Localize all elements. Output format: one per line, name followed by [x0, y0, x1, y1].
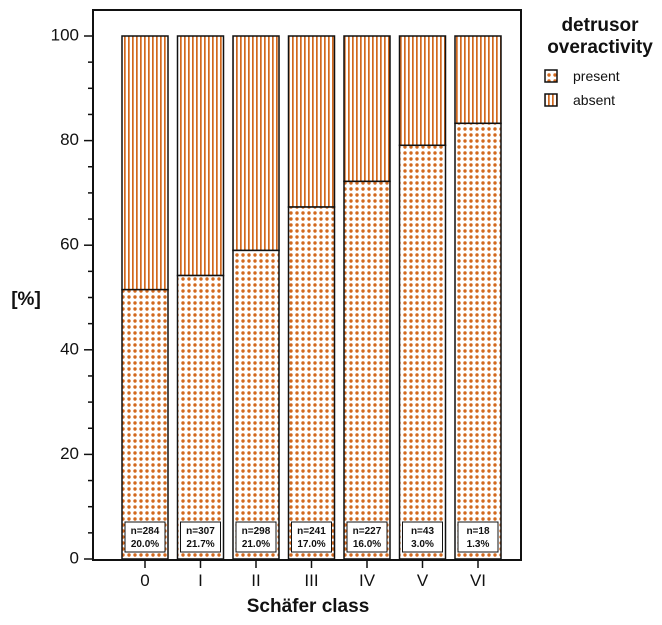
- bar-present-III: [287, 206, 336, 560]
- x-tick-label-I: I: [198, 571, 203, 590]
- bar-absent-VI: [454, 35, 502, 125]
- annotation-n-II: n=298: [242, 526, 271, 537]
- annotation-n-IV: n=227: [353, 526, 382, 537]
- annotation-pct-VI: 1.3%: [467, 539, 490, 550]
- annotation-n-VI: n=18: [466, 526, 490, 537]
- annotation-n-III: n=241: [297, 526, 326, 537]
- annotation-box-IV: [346, 521, 388, 553]
- annotation-n-I: n=307: [186, 526, 215, 537]
- y-axis-title: [%]: [11, 289, 41, 310]
- y-axis: 0 20 40 60 80 100: [51, 25, 93, 567]
- bars-group: n=284 20.0% n=307 21.7% n=298 21.0% n=241 17.0%…: [121, 35, 502, 560]
- bar-absent-0: [121, 35, 169, 291]
- annotation-pct-V: 3.0%: [411, 539, 434, 550]
- x-axis-title: Schäfer class: [247, 596, 370, 617]
- x-tick-label-III: III: [304, 571, 318, 590]
- x-tick-label-II: II: [251, 571, 260, 590]
- y-tick-label: 60: [60, 235, 79, 254]
- y-tick-label: 0: [70, 548, 79, 567]
- annotation-pct-I: 21.7%: [186, 539, 214, 550]
- annotation-box-V: [402, 521, 443, 553]
- bar-absent-IV: [343, 35, 391, 183]
- annotation-pct-II: 21.0%: [242, 539, 270, 550]
- annotation-box-III: [291, 521, 332, 553]
- x-tick-label-V: V: [417, 571, 429, 590]
- plot-frame: [92, 9, 522, 561]
- legend-swatch-present: [544, 69, 558, 83]
- legend-title-line-1: detrusor: [561, 15, 639, 36]
- bar-present-0: [121, 288, 169, 560]
- bar-absent-II: [232, 35, 280, 252]
- bar-absent-V: [398, 35, 447, 147]
- x-tick-label-VI: VI: [470, 571, 486, 590]
- annotation-n-V: n=43: [411, 526, 435, 537]
- plot-border: [92, 9, 522, 561]
- y-tick-label: 80: [60, 130, 79, 149]
- annotation-box-I: [180, 521, 221, 553]
- legend-swatch-absent: [544, 93, 558, 107]
- bar-present-VI: [454, 122, 502, 560]
- y-tick-label: 100: [51, 25, 79, 44]
- y-tick-label: 40: [60, 339, 79, 358]
- bar-present-II: [232, 249, 280, 560]
- legend-label-absent: absent: [573, 92, 615, 108]
- bar-present-I: [176, 274, 225, 560]
- bar-present-IV: [343, 180, 391, 560]
- legend: detrusor overactivity present absent: [544, 15, 653, 108]
- x-tick-label-0: 0: [140, 571, 149, 590]
- bar-absent-I: [176, 35, 225, 277]
- annotation-pct-III: 17.0%: [297, 539, 325, 550]
- x-axis: 0 I II III IV V VI: [140, 560, 486, 590]
- annotation-n-0: n=284: [131, 526, 160, 537]
- legend-label-present: present: [573, 68, 620, 84]
- annotation-box-VI: [457, 521, 499, 553]
- bar-absent-III: [287, 35, 336, 208]
- annotation-pct-IV: 16.0%: [353, 539, 381, 550]
- annotation-box-II: [235, 521, 277, 553]
- legend-title-line-2: overactivity: [547, 37, 653, 58]
- annotation-box-0: [124, 521, 166, 553]
- annotation-pct-0: 20.0%: [131, 539, 159, 550]
- x-tick-label-IV: IV: [359, 571, 376, 590]
- bar-present-V: [398, 144, 447, 560]
- y-tick-label: 20: [60, 444, 79, 463]
